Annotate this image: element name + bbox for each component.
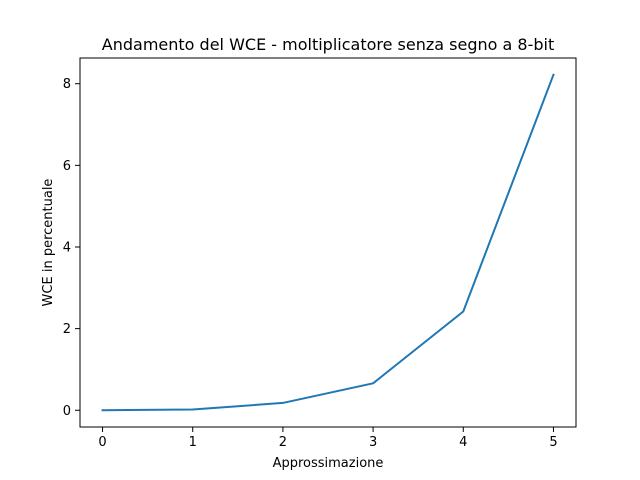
y-tick-label: 2	[63, 322, 71, 337]
chart-title: Andamento del WCE - moltiplicatore senza…	[102, 35, 554, 54]
y-tick-label: 4	[63, 240, 71, 255]
x-tick-label: 0	[98, 435, 106, 450]
x-tick-label: 4	[459, 435, 467, 450]
x-tick-label: 5	[549, 435, 557, 450]
x-tick-label: 2	[279, 435, 287, 450]
plot-frame	[79, 57, 577, 428]
y-ticks: 0 2 4 6 8	[63, 77, 80, 419]
x-tick-label: 1	[189, 435, 197, 450]
y-axis-label: WCE in percentuale	[41, 179, 56, 307]
x-axis-label: Approssimazione	[273, 456, 384, 471]
y-tick-label: 8	[63, 77, 71, 92]
x-ticks: 0 1 2 3 4 5	[98, 427, 558, 450]
y-tick-label: 0	[63, 404, 71, 419]
plot-area	[80, 58, 576, 427]
series-line	[101, 73, 555, 412]
series-layer	[101, 73, 555, 412]
x-tick-label: 3	[369, 435, 377, 450]
y-tick-label: 6	[63, 159, 71, 174]
